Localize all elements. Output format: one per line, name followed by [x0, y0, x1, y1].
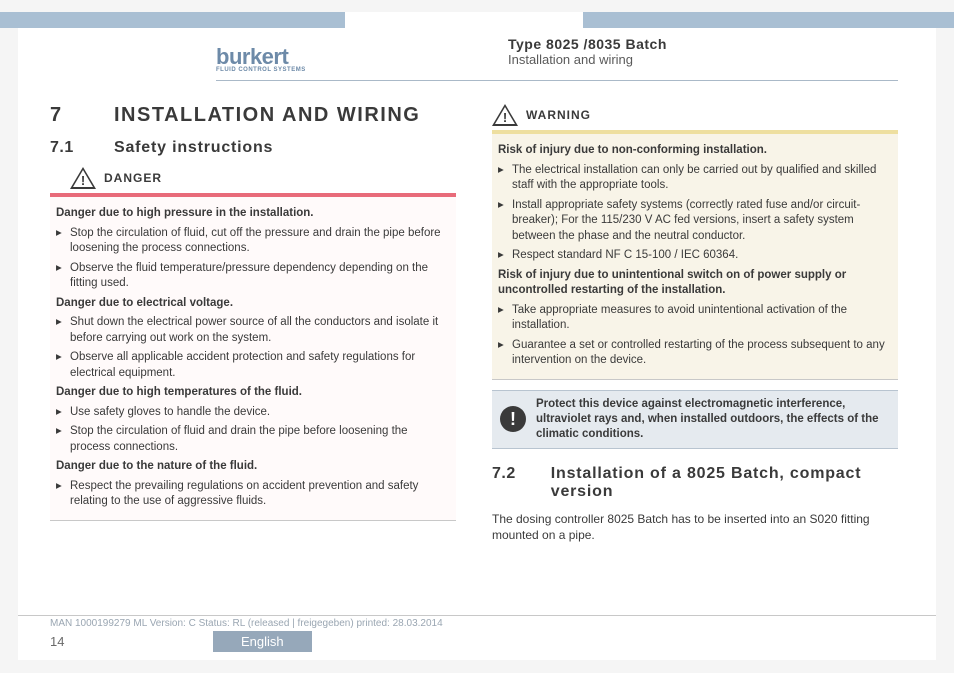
- section-number: 7: [50, 104, 114, 127]
- bullet-arrow-icon: ▸: [498, 248, 512, 264]
- notice-icon: !: [500, 406, 526, 432]
- danger-item: ▸Observe all applicable accident protect…: [56, 350, 450, 381]
- subsection-heading: 7.1 Safety instructions: [50, 139, 456, 157]
- subsection-title: Safety instructions: [114, 139, 273, 157]
- warning-title: Risk of injury due to unintentional swit…: [498, 268, 892, 299]
- bullet-arrow-icon: ▸: [498, 163, 512, 194]
- danger-item: ▸Stop the circulation of fluid, cut off …: [56, 226, 450, 257]
- danger-text: Observe the fluid temperature/pressure d…: [70, 261, 450, 292]
- bullet-arrow-icon: ▸: [56, 315, 70, 346]
- bullet-arrow-icon: ▸: [498, 303, 512, 334]
- warning-title: Risk of injury due to non-conforming ins…: [498, 143, 892, 159]
- doc-section-name: Installation and wiring: [508, 52, 667, 67]
- bullet-arrow-icon: ▸: [56, 424, 70, 455]
- logo-container: burkert FLUID CONTROL SYSTEMS: [18, 34, 508, 86]
- danger-box: Danger due to high pressure in the insta…: [50, 193, 456, 521]
- right-column: ! WARNING Risk of injury due to non-conf…: [492, 104, 898, 543]
- warning-item: ▸The electrical installation can only be…: [498, 163, 892, 194]
- document-page: burkert FLUID CONTROL SYSTEMS Type 8025 …: [18, 12, 936, 660]
- warning-text: Install appropriate safety systems (corr…: [512, 198, 892, 245]
- brand-logo: burkert FLUID CONTROL SYSTEMS: [216, 47, 306, 73]
- danger-text: Respect the prevailing regulations on ac…: [70, 479, 450, 510]
- bullet-arrow-icon: ▸: [56, 405, 70, 421]
- content-columns: 7 INSTALLATION AND WIRING 7.1 Safety ins…: [50, 104, 898, 543]
- bullet-arrow-icon: ▸: [56, 350, 70, 381]
- danger-text: Stop the circulation of fluid, cut off t…: [70, 226, 450, 257]
- warning-item: ▸Guarantee a set or controlled restartin…: [498, 338, 892, 369]
- warning-triangle-icon: !: [70, 167, 96, 189]
- danger-text: Stop the circulation of fluid and drain …: [70, 424, 450, 455]
- warning-label: WARNING: [526, 108, 591, 122]
- danger-text: Observe all applicable accident protecti…: [70, 350, 450, 381]
- notice-box: ! Protect this device against electromag…: [492, 390, 898, 449]
- footer-row: 14 English: [18, 631, 936, 652]
- danger-item: ▸Respect the prevailing regulations on a…: [56, 479, 450, 510]
- warning-box: Risk of injury due to non-conforming ins…: [492, 130, 898, 380]
- language-tab: English: [213, 631, 312, 652]
- warning-text: Take appropriate measures to avoid unint…: [512, 303, 892, 334]
- subsection-number: 7.1: [50, 139, 114, 157]
- danger-title: Danger due to the nature of the fluid.: [56, 459, 450, 475]
- warning-text: Respect standard NF C 15-100 / IEC 60364…: [512, 248, 892, 264]
- subsection-title: Installation of a 8025 Batch, compact ve…: [551, 465, 898, 501]
- warning-item: ▸Respect standard NF C 15-100 / IEC 6036…: [498, 248, 892, 264]
- top-bar-right: [583, 12, 954, 28]
- bullet-arrow-icon: ▸: [56, 226, 70, 257]
- logo-tagline: FLUID CONTROL SYSTEMS: [216, 67, 306, 73]
- page-header: burkert FLUID CONTROL SYSTEMS Type 8025 …: [18, 34, 936, 86]
- warning-triangle-icon: !: [492, 104, 518, 126]
- danger-title: Danger due to high pressure in the insta…: [56, 206, 450, 222]
- warning-text: Guarantee a set or controlled restarting…: [512, 338, 892, 369]
- warning-header: ! WARNING: [492, 104, 898, 126]
- section-heading: 7 INSTALLATION AND WIRING: [50, 104, 456, 127]
- doc-type-title: Type 8025 /8035 Batch: [508, 36, 667, 52]
- bullet-arrow-icon: ▸: [498, 198, 512, 245]
- subsection-number: 7.2: [492, 465, 551, 483]
- danger-header: ! DANGER: [70, 167, 456, 189]
- footer-metadata: MAN 1000199279 ML Version: C Status: RL …: [50, 618, 936, 629]
- logo-text: burkert: [216, 47, 306, 67]
- left-column: 7 INSTALLATION AND WIRING 7.1 Safety ins…: [50, 104, 456, 543]
- top-bar-left: [0, 12, 345, 28]
- notice-text: Protect this device against electromagne…: [536, 397, 888, 442]
- danger-label: DANGER: [104, 171, 162, 185]
- bullet-arrow-icon: ▸: [498, 338, 512, 369]
- warning-item: ▸Take appropriate measures to avoid unin…: [498, 303, 892, 334]
- danger-item: ▸Observe the fluid temperature/pressure …: [56, 261, 450, 292]
- header-rule: [216, 80, 898, 81]
- header-text: Type 8025 /8035 Batch Installation and w…: [508, 34, 667, 86]
- danger-title: Danger due to electrical voltage.: [56, 296, 450, 312]
- page-footer: MAN 1000199279 ML Version: C Status: RL …: [18, 615, 936, 652]
- danger-item: ▸Stop the circulation of fluid and drain…: [56, 424, 450, 455]
- section-title: INSTALLATION AND WIRING: [114, 104, 420, 127]
- danger-text: Shut down the electrical power source of…: [70, 315, 450, 346]
- bullet-arrow-icon: ▸: [56, 479, 70, 510]
- danger-title: Danger due to high temperatures of the f…: [56, 385, 450, 401]
- bullet-arrow-icon: ▸: [56, 261, 70, 292]
- danger-text: Use safety gloves to handle the device.: [70, 405, 450, 421]
- body-paragraph: The dosing controller 8025 Batch has to …: [492, 511, 898, 543]
- page-number: 14: [18, 634, 213, 649]
- subsection-heading: 7.2 Installation of a 8025 Batch, compac…: [492, 465, 898, 501]
- warning-item: ▸Install appropriate safety systems (cor…: [498, 198, 892, 245]
- danger-item: ▸Use safety gloves to handle the device.: [56, 405, 450, 421]
- danger-item: ▸Shut down the electrical power source o…: [56, 315, 450, 346]
- warning-text: The electrical installation can only be …: [512, 163, 892, 194]
